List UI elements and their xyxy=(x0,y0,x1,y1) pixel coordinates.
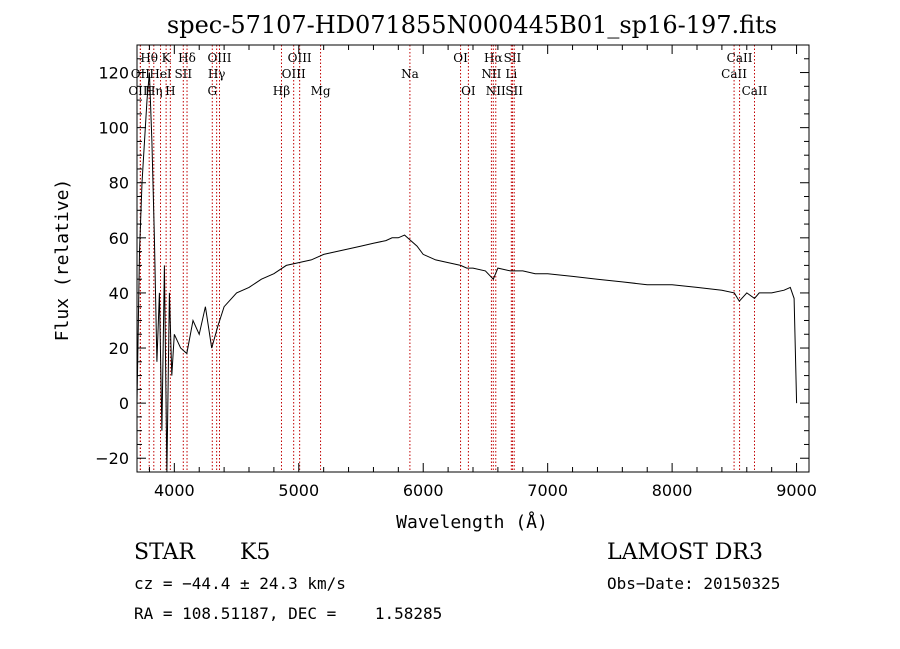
x-axis-label: Wavelength (Å) xyxy=(396,511,548,533)
marker-label: OIII xyxy=(128,84,152,98)
marker-label: HeI xyxy=(149,67,172,81)
spectrum-series xyxy=(137,72,798,472)
y-tick-label: 0 xyxy=(119,394,129,413)
object-class: STAR xyxy=(134,540,195,565)
marker-label: SII xyxy=(504,51,522,65)
marker-label: Hθ xyxy=(140,51,158,65)
marker-label: Hδ xyxy=(178,51,196,65)
y-tick-label: 80 xyxy=(109,174,129,193)
marker-label: NII xyxy=(481,67,501,81)
marker-label: CaII xyxy=(727,51,753,65)
axis-ticks: 4000 5000 6000 7000 8000 9000 −20 0 20 40 60 80 100 1… xyxy=(95,44,817,500)
series-line xyxy=(137,72,798,472)
plot-frame xyxy=(136,44,810,473)
x-tick-label: 4000 xyxy=(154,481,195,500)
marker-label: K xyxy=(162,51,172,65)
marker-label: OI xyxy=(453,51,468,65)
x-tick-label: 8000 xyxy=(652,481,693,500)
y-tick-label: 60 xyxy=(109,229,129,248)
marker-label: OIII xyxy=(282,67,306,81)
survey-name: LAMOST DR3 xyxy=(607,540,763,565)
marker-label: Mg xyxy=(311,84,331,98)
marker-label: CaII xyxy=(721,67,747,81)
marker-label: Li xyxy=(505,67,517,81)
y-tick-label: −20 xyxy=(95,449,129,468)
y-tick-label: 40 xyxy=(109,284,129,303)
coordinates: RA = 108.51187, DEC = 1.58285 xyxy=(134,604,443,623)
marker-label: Hη xyxy=(145,84,163,98)
x-tick-label: 7000 xyxy=(527,481,568,500)
redshift-value: cz = −44.4 ± 24.3 km/s xyxy=(134,574,346,593)
x-tick-label: 6000 xyxy=(403,481,444,500)
object-subclass: K5 xyxy=(240,540,271,565)
marker-label: Hβ xyxy=(273,84,290,98)
marker-label: NII xyxy=(486,84,506,98)
marker-label: Na xyxy=(401,67,419,81)
marker-label: H xyxy=(165,84,175,98)
marker-label: OIII xyxy=(207,51,231,65)
marker-label: SII xyxy=(174,67,192,81)
y-tick-label: 100 xyxy=(98,119,129,138)
marker-label: Hγ xyxy=(208,67,226,81)
marker-label: G xyxy=(207,84,217,98)
x-tick-label: 9000 xyxy=(776,481,817,500)
y-axis-label: Flux (relative) xyxy=(52,179,73,342)
obs-date: Obs−Date: 20150325 xyxy=(607,574,781,593)
y-tick-label: 20 xyxy=(109,339,129,358)
marker-label: OI xyxy=(461,84,476,98)
marker-label: SII xyxy=(505,84,523,98)
chart-title: spec-57107-HD071855N000445B01_sp16-197.f… xyxy=(167,11,777,39)
x-tick-label: 5000 xyxy=(278,481,319,500)
y-tick-label: 120 xyxy=(98,64,129,83)
marker-label: CaII xyxy=(742,84,768,98)
marker-label: Hα xyxy=(484,51,503,65)
marker-label: OIII xyxy=(288,51,312,65)
